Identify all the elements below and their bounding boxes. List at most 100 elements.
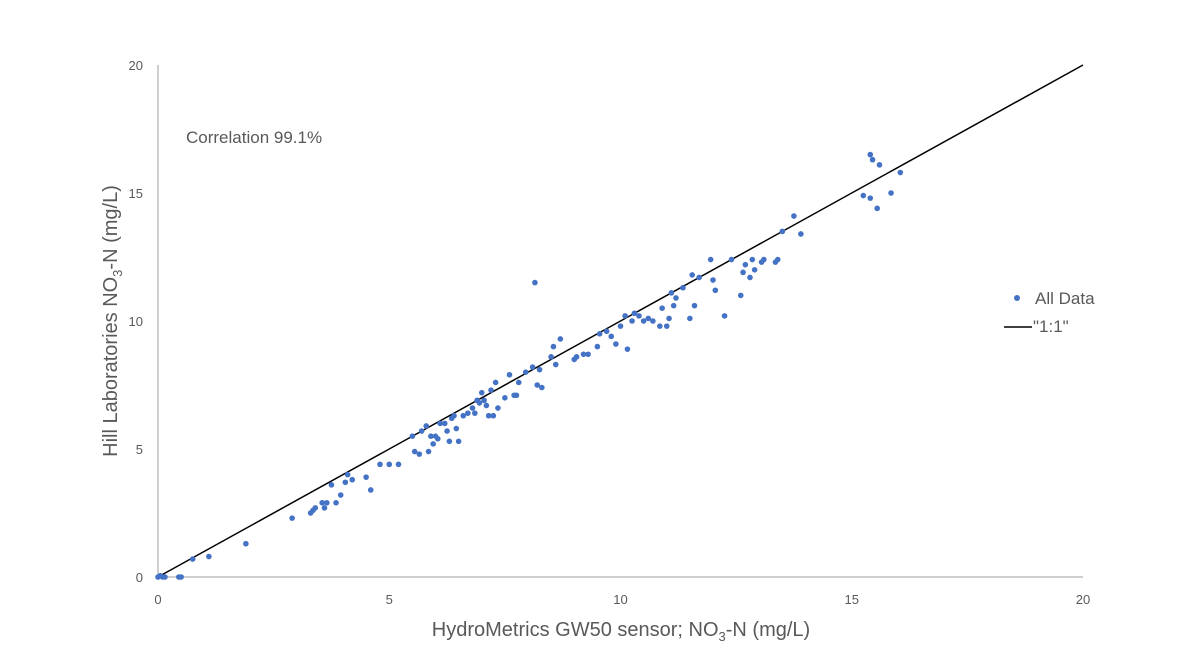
data-point (425, 448, 432, 455)
data-point (869, 156, 876, 163)
y-tick-label: 15 (129, 186, 143, 201)
legend-marker-all-data (1014, 295, 1020, 301)
legend: All Data "1:1" (1004, 289, 1095, 336)
data-point (712, 287, 719, 294)
data-point (608, 333, 615, 340)
data-point (536, 366, 543, 373)
data-point (506, 371, 513, 378)
y-tick-labels: 0 5 10 15 20 (129, 58, 143, 585)
data-point (532, 279, 538, 286)
data-point (321, 505, 328, 511)
data-point (495, 405, 501, 411)
data-point (363, 474, 369, 480)
data-point (761, 256, 767, 263)
data-point (534, 382, 541, 388)
data-point (344, 471, 351, 478)
data-point (488, 387, 494, 393)
data-point (337, 492, 344, 498)
data-point (411, 448, 418, 455)
data-point (455, 438, 462, 445)
legend-label-all-data: All Data (1035, 289, 1095, 308)
data-point (552, 361, 559, 368)
data-point (367, 487, 374, 493)
data-point (522, 369, 529, 376)
data-point (594, 343, 601, 350)
data-point (539, 384, 545, 391)
data-point (312, 505, 319, 511)
data-point (476, 400, 483, 406)
data-point (636, 313, 642, 319)
x-tick-label: 5 (386, 592, 393, 607)
data-point (483, 402, 490, 409)
data-point (580, 351, 587, 358)
data-point (162, 574, 168, 580)
data-point (687, 315, 693, 322)
data-point (585, 351, 591, 358)
data-point (747, 274, 753, 281)
data-point (707, 256, 714, 263)
x-tick-label: 15 (845, 592, 859, 607)
data-point (529, 364, 536, 370)
data-point (876, 162, 883, 168)
data-point (689, 272, 695, 278)
data-point (710, 277, 716, 283)
data-point (603, 328, 610, 335)
data-point (418, 428, 425, 434)
data-point (548, 354, 554, 360)
data-point (328, 482, 335, 488)
data-point (888, 190, 894, 196)
data-point (492, 379, 499, 386)
data-point (897, 169, 904, 176)
data-point (779, 228, 786, 235)
data-point (867, 195, 874, 201)
data-point (650, 318, 656, 324)
data-point (573, 354, 580, 360)
data-point (791, 213, 797, 219)
data-point (668, 290, 675, 296)
data-point (437, 420, 443, 427)
data-point (430, 441, 436, 447)
data-point (428, 433, 434, 440)
data-point (243, 540, 249, 547)
data-point (386, 461, 393, 468)
data-point (774, 256, 781, 263)
data-point (613, 341, 619, 347)
data-point (189, 556, 196, 562)
data-point (670, 302, 677, 309)
data-point (435, 435, 441, 442)
data-point (721, 313, 728, 319)
data-point (453, 425, 460, 432)
data-point (696, 274, 702, 281)
data-point (860, 192, 867, 199)
legend-item-all-data: All Data (1014, 289, 1095, 308)
y-tick-label: 5 (136, 442, 143, 457)
data-point (645, 315, 652, 322)
x-tick-labels: 0 5 10 15 20 (154, 592, 1090, 607)
data-point (444, 428, 450, 434)
data-point (737, 292, 744, 299)
data-point (481, 397, 487, 404)
data-point (550, 343, 557, 350)
data-point (319, 499, 325, 506)
data-point (478, 389, 485, 396)
correlation-annotation: Correlation 99.1% (186, 128, 322, 147)
data-point (557, 336, 564, 342)
data-point (465, 410, 471, 416)
data-point (451, 412, 457, 419)
y-tick-label: 10 (129, 314, 143, 329)
data-point (867, 151, 874, 158)
data-point (446, 438, 453, 445)
data-point (874, 205, 880, 212)
data-point (663, 323, 670, 329)
data-point (395, 461, 402, 468)
data-point (485, 412, 492, 419)
data-point (673, 295, 679, 301)
axes (157, 65, 1083, 578)
data-point (289, 515, 295, 521)
data-point (324, 499, 330, 506)
data-point (640, 318, 647, 324)
data-point (740, 269, 746, 276)
data-point (624, 346, 631, 352)
one-to-one-line (157, 64, 1084, 578)
